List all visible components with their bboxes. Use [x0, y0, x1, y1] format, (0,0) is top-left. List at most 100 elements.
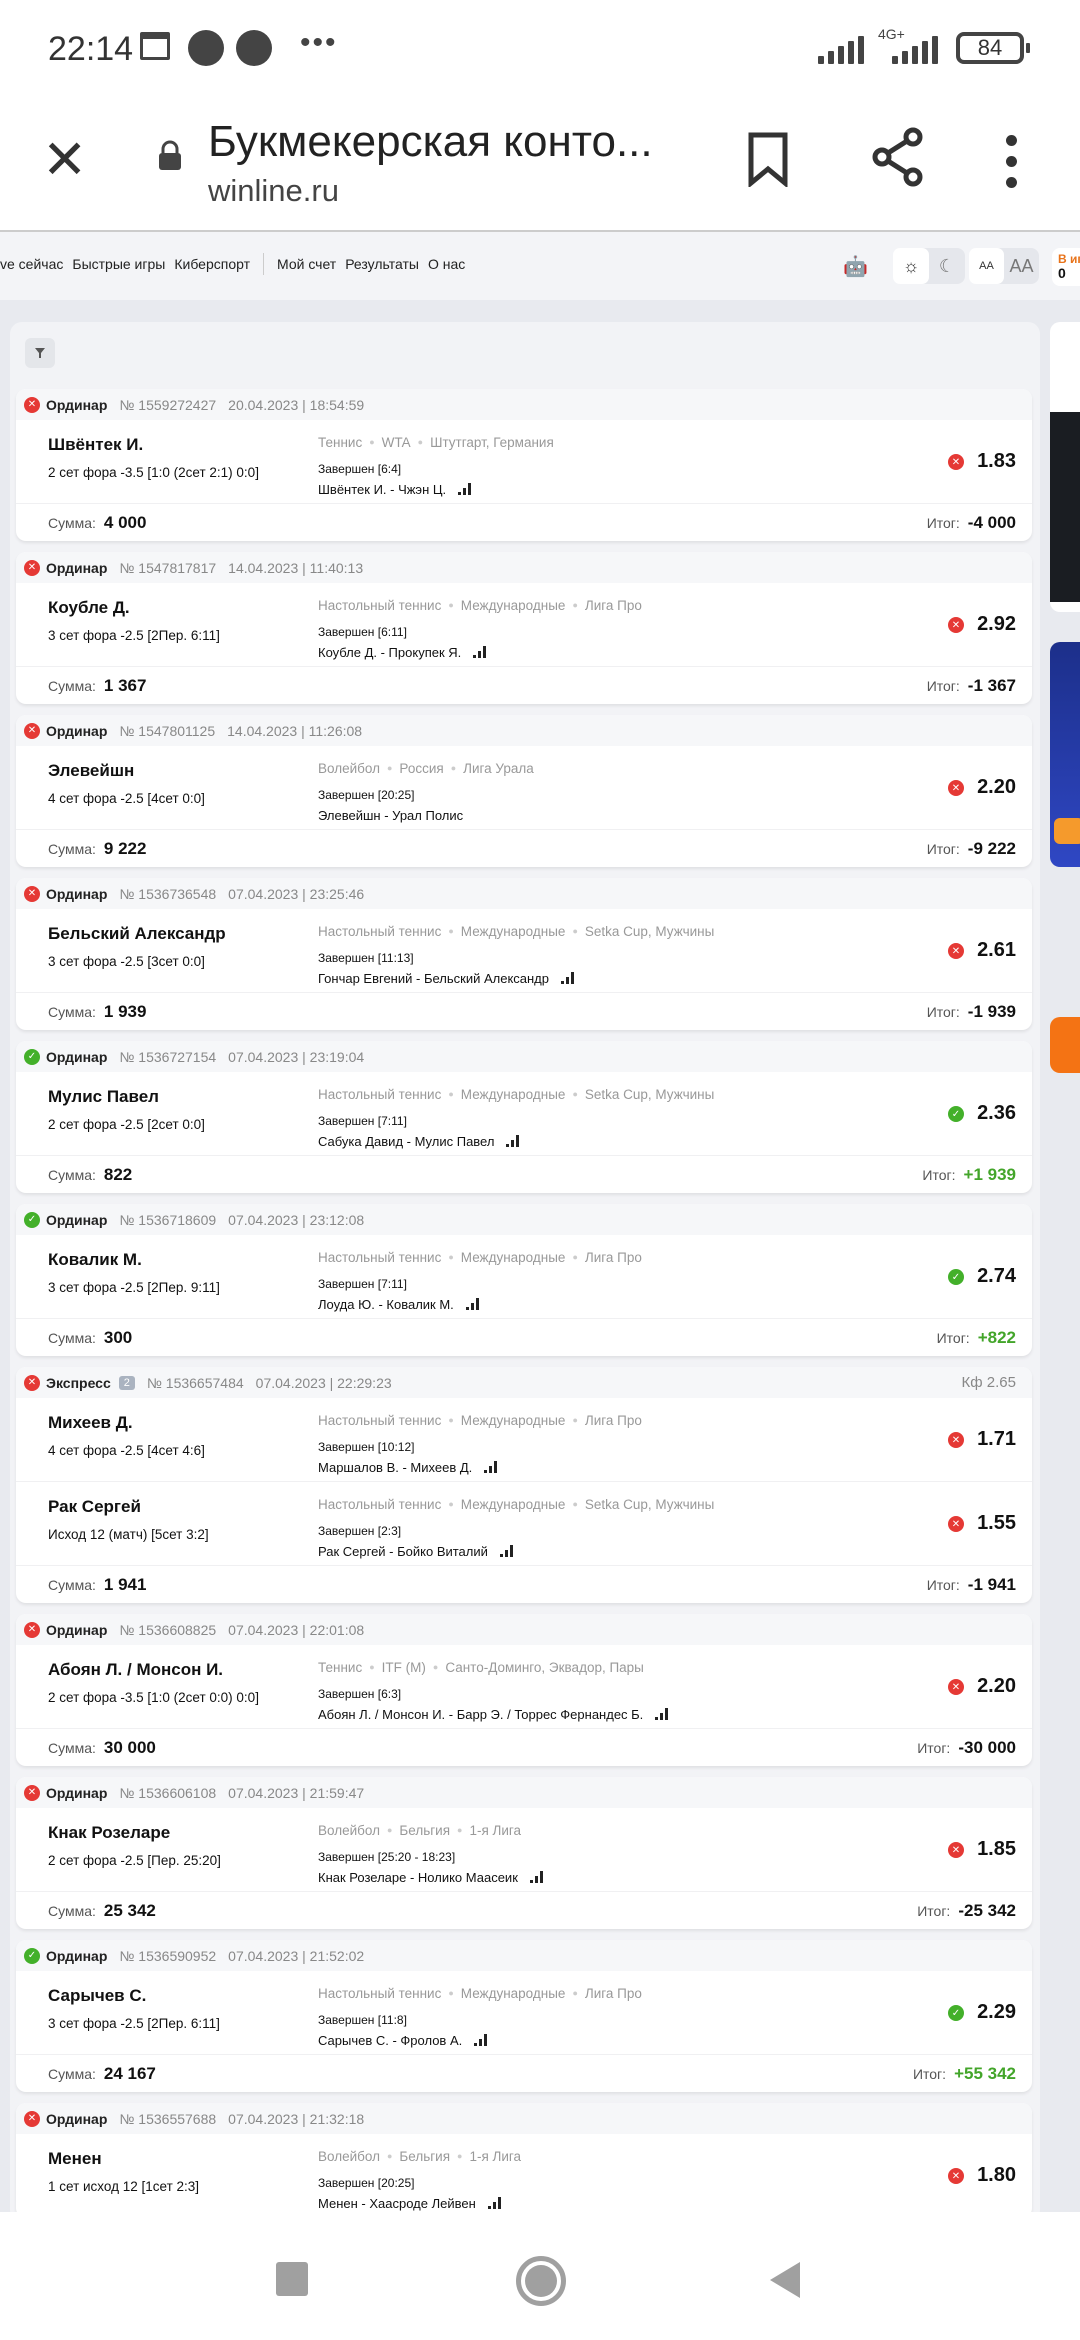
- match-name[interactable]: Элевейшн - Урал Полис: [318, 808, 463, 823]
- breadcrumb-item: 1-я Лига: [469, 2149, 522, 2164]
- bet-card[interactable]: ✕ Ординар № 1536606108 07.04.2023 | 21:59:4…: [16, 1777, 1032, 1929]
- breadcrumb-item: Международные: [460, 598, 566, 613]
- match-name[interactable]: Сабука Давид - Мулис Павел: [318, 1134, 520, 1149]
- stats-icon[interactable]: [465, 1298, 479, 1310]
- match-teams: Сарычев С. - Фролов А.: [318, 2033, 463, 2048]
- match-name[interactable]: Швёнтек И. - Чжэн Ц.: [318, 482, 472, 497]
- match-name[interactable]: Коубле Д. - Прокупек Я.: [318, 645, 487, 660]
- sum-value: 25 342: [103, 1900, 156, 1920]
- bet-number: № 1547817817: [119, 559, 217, 576]
- breadcrumb-item: Настольный теннис: [318, 1497, 442, 1512]
- nav-fast-games[interactable]: Быстрые игры: [72, 256, 166, 272]
- nav-live[interactable]: ve сейчас: [0, 256, 64, 272]
- match-name[interactable]: Маршалов В. - Михеев Д.: [318, 1460, 498, 1475]
- market: Исход 12 (матч) [5сет 3:2]: [48, 1527, 209, 1542]
- bet-card[interactable]: ✕ Ординар № 1536736548 07.04.2023 | 23:25:4…: [16, 878, 1032, 1030]
- stats-icon[interactable]: [506, 1135, 520, 1147]
- match-status: Завершен [10:12]: [318, 1440, 415, 1454]
- more-menu-icon[interactable]: [1006, 135, 1017, 188]
- bookmark-icon[interactable]: [746, 131, 790, 187]
- bet-type: Ординар: [46, 1621, 108, 1638]
- network-type: 4G+: [878, 26, 905, 42]
- bet-card-footer: Сумма: 9 222 Итог: -9 222: [16, 830, 1032, 867]
- back-button[interactable]: [768, 2260, 802, 2300]
- match-name[interactable]: Абоян Л. / Монсон И. - Барр Э. / Торрес …: [318, 1707, 669, 1722]
- recents-button[interactable]: [276, 2262, 308, 2296]
- bet-card[interactable]: ✕ Ординар № 1536557688 07.04.2023 | 21:32:1…: [16, 2103, 1032, 2218]
- lock-icon: [159, 140, 181, 170]
- bet-event: Мулис Павел 2 сет фора -2.5 [2сет 0:0] Нас…: [16, 1072, 1032, 1156]
- result-label: Итог:: [936, 1329, 970, 1346]
- breadcrumb-item: Международные: [460, 1986, 566, 2001]
- close-icon[interactable]: ✕: [42, 128, 88, 191]
- balance-widget[interactable]: В иг 0: [1052, 248, 1080, 286]
- stats-icon[interactable]: [499, 1545, 513, 1557]
- nav-results[interactable]: Результаты: [345, 256, 419, 272]
- orange-action-button[interactable]: [1050, 1017, 1080, 1073]
- bet-card[interactable]: ✓ Ординар № 1536718609 07.04.2023 | 23:12:0…: [16, 1204, 1032, 1356]
- x-circle-icon: ✕: [24, 396, 40, 413]
- filter-button[interactable]: [25, 338, 55, 368]
- match-name[interactable]: Рак Сергей - Бойко Виталий: [318, 1544, 513, 1559]
- odds: 2.61: [977, 939, 1016, 961]
- stats-icon[interactable]: [473, 646, 487, 658]
- nav-my-account[interactable]: Мой счет: [277, 256, 337, 272]
- app-notification-icon: [188, 30, 224, 66]
- events-count-badge: 2: [118, 1375, 135, 1390]
- breadcrumb-item: Лига Про: [584, 598, 642, 613]
- bet-type: Ординар: [46, 722, 108, 739]
- dot-separator: ●: [369, 1662, 375, 1672]
- match-name[interactable]: Сарычев С. - Фролов А.: [318, 2033, 488, 2048]
- stats-icon[interactable]: [655, 1708, 669, 1720]
- stats-icon[interactable]: [487, 2197, 501, 2209]
- promo-banner[interactable]: [1050, 642, 1080, 867]
- video-preview[interactable]: [1050, 412, 1080, 602]
- bet-card[interactable]: ✓ Ординар № 1536727154 07.04.2023 | 23:19:0…: [16, 1041, 1032, 1193]
- bet-card[interactable]: ✓ Ординар № 1536590952 07.04.2023 | 21:52:0…: [16, 1940, 1032, 2092]
- match-status: Завершен [6:11]: [318, 625, 407, 639]
- font-large-button[interactable]: AA: [1009, 255, 1034, 276]
- bet-card[interactable]: ✕ Ординар № 1559272427 20.04.2023 | 18:54:5…: [16, 389, 1032, 541]
- stats-icon[interactable]: [484, 1461, 498, 1473]
- home-button[interactable]: [516, 2256, 566, 2306]
- bet-card-footer: Сумма: 24 167 Итог: +55 342: [16, 2055, 1032, 2092]
- x-circle-icon: ✕: [948, 454, 964, 470]
- bet-datetime: 07.04.2023 | 21:52:02: [228, 1947, 365, 1964]
- result-label: Итог:: [912, 2065, 947, 2082]
- sum-label: Сумма:: [48, 840, 96, 857]
- bet-card[interactable]: ✕ Ординар № 1547817817 14.04.2023 | 11:40:1…: [16, 552, 1032, 704]
- match-name[interactable]: Лоуда Ю. - Ковалик М.: [318, 1297, 479, 1312]
- font-size-toggle[interactable]: AA AA: [969, 248, 1039, 284]
- bet-card[interactable]: ✕ Ординар № 1547801125 14.04.2023 | 11:26:0…: [16, 715, 1032, 867]
- match-name[interactable]: Кнак Розеларе - Нолико Маасеик: [318, 1870, 543, 1885]
- bet-card-header: ✓ Ординар № 1536590952 07.04.2023 | 21:52:0…: [16, 1940, 1032, 1971]
- bet-card[interactable]: ✕ Ординар № 1536608825 07.04.2023 | 22:01:0…: [16, 1614, 1032, 1766]
- bet-card-header: ✕ Ординар № 1536606108 07.04.2023 | 21:59:4…: [16, 1777, 1032, 1808]
- android-icon[interactable]: 🤖: [843, 256, 868, 278]
- selection-name: Рак Сергей: [48, 1497, 141, 1516]
- stats-icon[interactable]: [561, 972, 574, 984]
- breadcrumb-item: 1-я Лига: [469, 1823, 522, 1838]
- breadcrumb-item: Настольный теннис: [318, 1250, 442, 1265]
- match-name[interactable]: Менен - Хаасроде Лейвен: [318, 2196, 501, 2211]
- dot-separator: ●: [572, 1499, 578, 1509]
- bet-card-header: ✕ Ординар № 1559272427 20.04.2023 | 18:54:5…: [16, 389, 1032, 420]
- page-url[interactable]: winline.ru: [208, 173, 339, 208]
- share-icon[interactable]: [870, 127, 926, 187]
- stats-icon[interactable]: [458, 483, 472, 495]
- nav-esports[interactable]: Киберспорт: [174, 256, 251, 272]
- bet-datetime: 07.04.2023 | 23:25:46: [228, 885, 365, 902]
- stats-icon[interactable]: [474, 2034, 488, 2046]
- dot-separator: ●: [572, 926, 578, 936]
- bet-card[interactable]: ✕ Экспресс 2 № 1536657484 07.04.2023 | 22:29…: [16, 1367, 1032, 1603]
- match-status: Завершен [2:3]: [318, 1524, 402, 1538]
- side-widget: [1050, 322, 1080, 612]
- check-circle-icon: ✓: [24, 1211, 40, 1228]
- sun-icon[interactable]: ☼: [893, 248, 929, 284]
- stats-icon[interactable]: [529, 1871, 543, 1883]
- font-small-button[interactable]: AA: [969, 248, 1004, 284]
- match-name[interactable]: Гончар Евгений - Бельский Александр: [318, 971, 574, 986]
- nav-about[interactable]: О нас: [427, 256, 466, 272]
- theme-toggle[interactable]: ☼ ☾: [893, 248, 965, 284]
- moon-icon[interactable]: ☾: [938, 255, 956, 276]
